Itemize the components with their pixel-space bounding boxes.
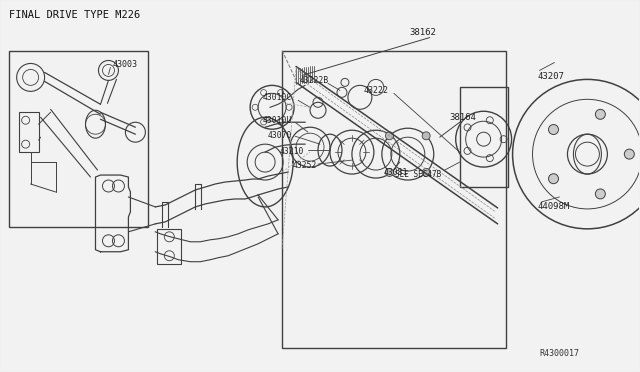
Bar: [19, 112, 38, 152]
Circle shape: [548, 174, 559, 184]
Text: 43207: 43207: [538, 72, 564, 81]
Bar: [282, 51, 506, 349]
Text: 43210: 43210: [280, 147, 305, 155]
Text: 43070: 43070: [268, 131, 292, 140]
Circle shape: [625, 149, 634, 159]
Circle shape: [595, 189, 605, 199]
Bar: [9, 51, 148, 227]
Text: 43081: 43081: [384, 167, 408, 177]
Bar: [460, 87, 508, 187]
Circle shape: [422, 132, 430, 140]
Text: 43003: 43003: [113, 60, 138, 69]
Text: 43010C: 43010C: [262, 93, 291, 102]
Text: 43010U: 43010U: [262, 116, 291, 125]
Text: SEE SEC47B: SEE SEC47B: [395, 170, 441, 179]
Text: 43222B: 43222B: [300, 76, 330, 85]
Text: FINAL DRIVE TYPE M226: FINAL DRIVE TYPE M226: [9, 10, 140, 20]
Text: 38162: 38162: [410, 28, 436, 37]
Circle shape: [385, 169, 394, 176]
Text: 44098M: 44098M: [538, 202, 570, 211]
Circle shape: [548, 125, 559, 135]
Circle shape: [385, 132, 394, 140]
Text: R4300017: R4300017: [540, 349, 580, 358]
Circle shape: [422, 169, 430, 176]
Text: 38164: 38164: [450, 113, 477, 122]
Text: 43252: 43252: [293, 161, 317, 170]
Bar: [157, 229, 181, 264]
Text: 43222: 43222: [364, 86, 389, 95]
Circle shape: [595, 109, 605, 119]
